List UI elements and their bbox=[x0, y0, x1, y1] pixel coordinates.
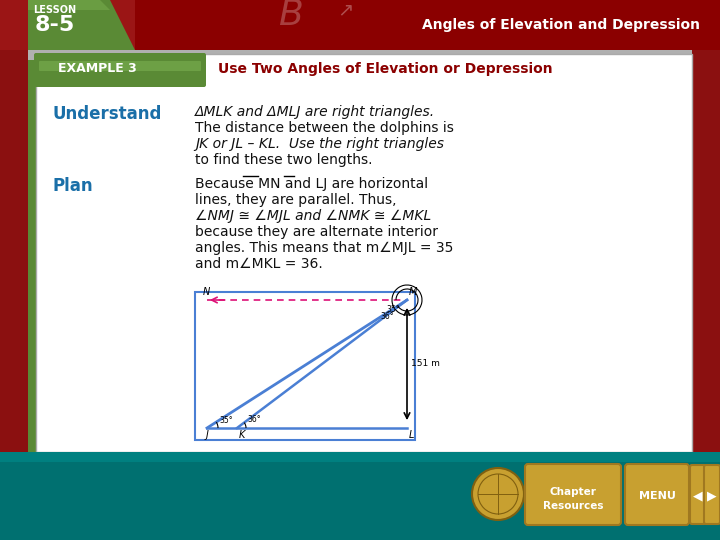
Text: 8-5: 8-5 bbox=[35, 15, 75, 35]
FancyBboxPatch shape bbox=[525, 464, 621, 525]
Text: N: N bbox=[202, 287, 210, 297]
FancyBboxPatch shape bbox=[690, 465, 706, 524]
Text: Use Two Angles of Elevation or Depression: Use Two Angles of Elevation or Depressio… bbox=[218, 62, 553, 76]
Text: JK or JL – KL.  Use the right triangles: JK or JL – KL. Use the right triangles bbox=[195, 137, 444, 151]
Text: Chapter: Chapter bbox=[549, 487, 596, 497]
Text: Because MN and LJ are horizontal: Because MN and LJ are horizontal bbox=[195, 177, 428, 191]
FancyBboxPatch shape bbox=[34, 53, 206, 87]
FancyBboxPatch shape bbox=[36, 54, 692, 452]
Text: B: B bbox=[278, 0, 302, 32]
Text: because they are alternate interior: because they are alternate interior bbox=[195, 225, 438, 239]
Text: 35°: 35° bbox=[219, 416, 233, 425]
FancyBboxPatch shape bbox=[625, 464, 689, 525]
Text: MENU: MENU bbox=[639, 491, 675, 501]
Bar bbox=[692, 0, 720, 540]
Polygon shape bbox=[28, 0, 135, 50]
Text: K: K bbox=[239, 430, 246, 440]
Text: ◀: ◀ bbox=[693, 489, 703, 503]
Text: EXAMPLE 3: EXAMPLE 3 bbox=[58, 63, 137, 76]
Text: 36°: 36° bbox=[380, 312, 394, 321]
Text: Understand: Understand bbox=[52, 105, 161, 123]
Text: lines, they are parallel. Thus,: lines, they are parallel. Thus, bbox=[195, 193, 397, 207]
Bar bbox=[0, 452, 720, 540]
Text: to find these two lengths.: to find these two lengths. bbox=[195, 153, 372, 167]
Text: ∠NMJ ≅ ∠MJL and ∠NMK ≅ ∠MKL: ∠NMJ ≅ ∠MJL and ∠NMK ≅ ∠MKL bbox=[195, 209, 431, 223]
Text: L: L bbox=[409, 430, 415, 440]
Bar bbox=[0, 452, 720, 462]
Text: Plan: Plan bbox=[52, 177, 93, 195]
Text: Angles of Elevation and Depression: Angles of Elevation and Depression bbox=[422, 18, 700, 32]
Text: LESSON: LESSON bbox=[33, 5, 76, 15]
Bar bbox=[28, 60, 36, 452]
Text: 151 m: 151 m bbox=[411, 360, 440, 368]
Bar bbox=[0, 0, 28, 540]
Bar bbox=[0, 0, 720, 50]
Text: and m∠MKL = 36.: and m∠MKL = 36. bbox=[195, 257, 323, 271]
Bar bbox=[195, 292, 415, 440]
Text: 36°: 36° bbox=[247, 415, 261, 424]
Text: ▶: ▶ bbox=[707, 489, 717, 503]
Polygon shape bbox=[28, 0, 110, 10]
Text: ΔMLK and ΔMLJ are right triangles.: ΔMLK and ΔMLJ are right triangles. bbox=[195, 105, 435, 119]
FancyBboxPatch shape bbox=[39, 61, 201, 71]
Text: Resources: Resources bbox=[543, 501, 603, 511]
Text: M: M bbox=[409, 287, 418, 297]
Circle shape bbox=[472, 468, 524, 520]
Text: angles. This means that m∠MJL = 35: angles. This means that m∠MJL = 35 bbox=[195, 241, 454, 255]
Text: J: J bbox=[206, 430, 208, 440]
Text: The distance between the dolphins is: The distance between the dolphins is bbox=[195, 121, 454, 135]
Text: 35°: 35° bbox=[386, 305, 400, 314]
Text: ↗: ↗ bbox=[337, 0, 354, 19]
FancyBboxPatch shape bbox=[704, 465, 720, 524]
Bar bbox=[0, 0, 135, 50]
